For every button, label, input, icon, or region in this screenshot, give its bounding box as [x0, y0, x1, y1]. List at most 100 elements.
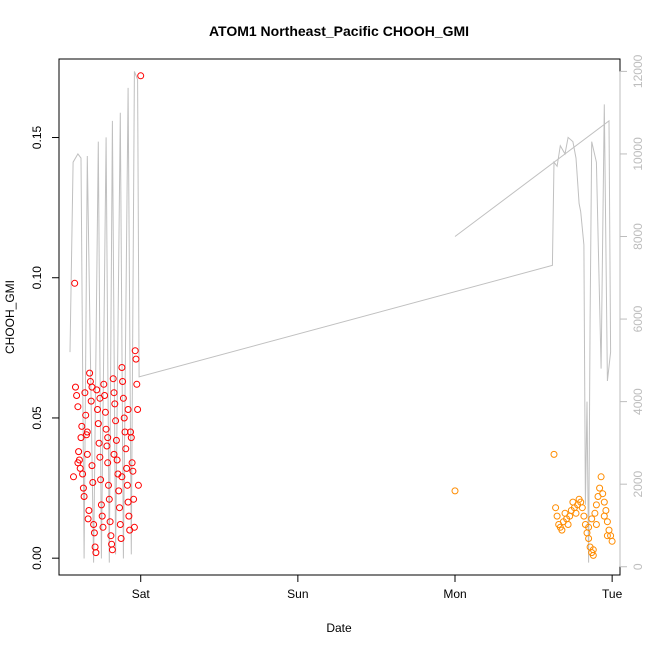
data-point [99, 523, 107, 531]
data-point [558, 526, 566, 534]
data-point [127, 434, 135, 442]
altitude-layer [69, 71, 612, 563]
data-point [116, 521, 124, 528]
data-point [123, 481, 131, 489]
data-point [451, 487, 459, 495]
data-point [96, 453, 104, 461]
data-point [564, 521, 572, 528]
plot-area [58, 58, 621, 576]
data-point [128, 459, 136, 467]
data-point [94, 406, 101, 413]
data-point [112, 417, 120, 425]
data-point [88, 383, 96, 391]
data-point [589, 546, 597, 554]
data-point [591, 509, 599, 517]
data-point [79, 484, 87, 492]
x-axis-label: Date [326, 621, 352, 635]
data-point [83, 450, 91, 458]
data-point [116, 504, 123, 512]
data-point [90, 521, 98, 528]
data-point [83, 428, 91, 436]
data-point [115, 487, 123, 495]
data-point [82, 411, 90, 419]
data-point [592, 521, 600, 528]
x-axis: Sat Sun Mon Tue [132, 574, 623, 601]
data-point [73, 392, 81, 399]
data-point [596, 484, 604, 492]
data-point [588, 515, 596, 523]
y-tick-label: 0.10 [30, 266, 44, 290]
data-point [105, 495, 113, 503]
data-point [123, 464, 131, 472]
data-point [112, 436, 120, 444]
data-point [134, 406, 142, 413]
data-point [592, 501, 600, 509]
data-point [580, 512, 588, 520]
data-point [104, 434, 112, 442]
data-point [77, 434, 85, 442]
altitude-line [69, 71, 612, 563]
data-point [74, 459, 82, 467]
data-point [80, 493, 88, 500]
data-point [597, 473, 605, 481]
data-point [81, 389, 89, 397]
data-point [97, 476, 105, 484]
data-point [132, 355, 140, 363]
x-tick-label: Tue [602, 587, 623, 601]
data-point [600, 498, 608, 506]
data-point [72, 383, 79, 391]
data-point [95, 439, 103, 447]
data-point [76, 464, 84, 472]
right-y-axis: 0 2000 4000 6000 8000 10000 12000 [619, 54, 645, 570]
data-point [70, 473, 77, 481]
data-point [92, 549, 100, 557]
data-point [585, 535, 593, 542]
data-point [87, 397, 95, 405]
right-y-tick-label: 12000 [631, 54, 645, 88]
data-point [129, 467, 137, 475]
y-axis: 0.00 0.05 0.10 0.15 [30, 126, 60, 570]
data-point [85, 507, 93, 514]
x-tick-label: Sat [132, 587, 151, 601]
data-point [600, 512, 608, 520]
data-point [113, 456, 121, 464]
data-point [111, 400, 119, 408]
y-tick-label: 0.15 [30, 126, 44, 150]
data-point [125, 512, 133, 520]
data-point [94, 420, 102, 428]
x-tick-label: Mon [443, 587, 466, 601]
data-point [134, 481, 142, 489]
data-point [122, 445, 130, 453]
data-point [100, 380, 108, 388]
data-point [118, 364, 126, 371]
data-point [137, 72, 145, 80]
data-point [605, 526, 613, 534]
data-point [130, 495, 138, 503]
y-axis-label: CHOOH_GMI [3, 280, 17, 354]
data-point [133, 380, 141, 388]
data-point [90, 529, 98, 537]
data-point [572, 509, 580, 517]
data-point [110, 389, 118, 397]
data-point [88, 462, 96, 470]
right-y-tick-label: 4000 [631, 388, 645, 415]
data-point [106, 518, 114, 526]
points-layer [70, 72, 616, 559]
data-point [104, 459, 112, 467]
data-point [71, 279, 79, 287]
data-point [105, 481, 112, 489]
data-point [89, 479, 97, 486]
data-point [603, 518, 611, 526]
data-point [74, 403, 82, 411]
y-tick-label: 0.05 [30, 406, 44, 430]
data-point [84, 515, 92, 523]
data-point [86, 369, 94, 377]
chart-title: ATOM1 Northeast_Pacific CHOOH_GMI [209, 23, 469, 39]
data-point [98, 512, 106, 520]
data-point [124, 406, 132, 413]
data-point [101, 408, 109, 416]
right-y-tick-label: 10000 [631, 137, 645, 171]
x-tick-label: Sun [287, 587, 308, 601]
data-point [118, 473, 126, 481]
